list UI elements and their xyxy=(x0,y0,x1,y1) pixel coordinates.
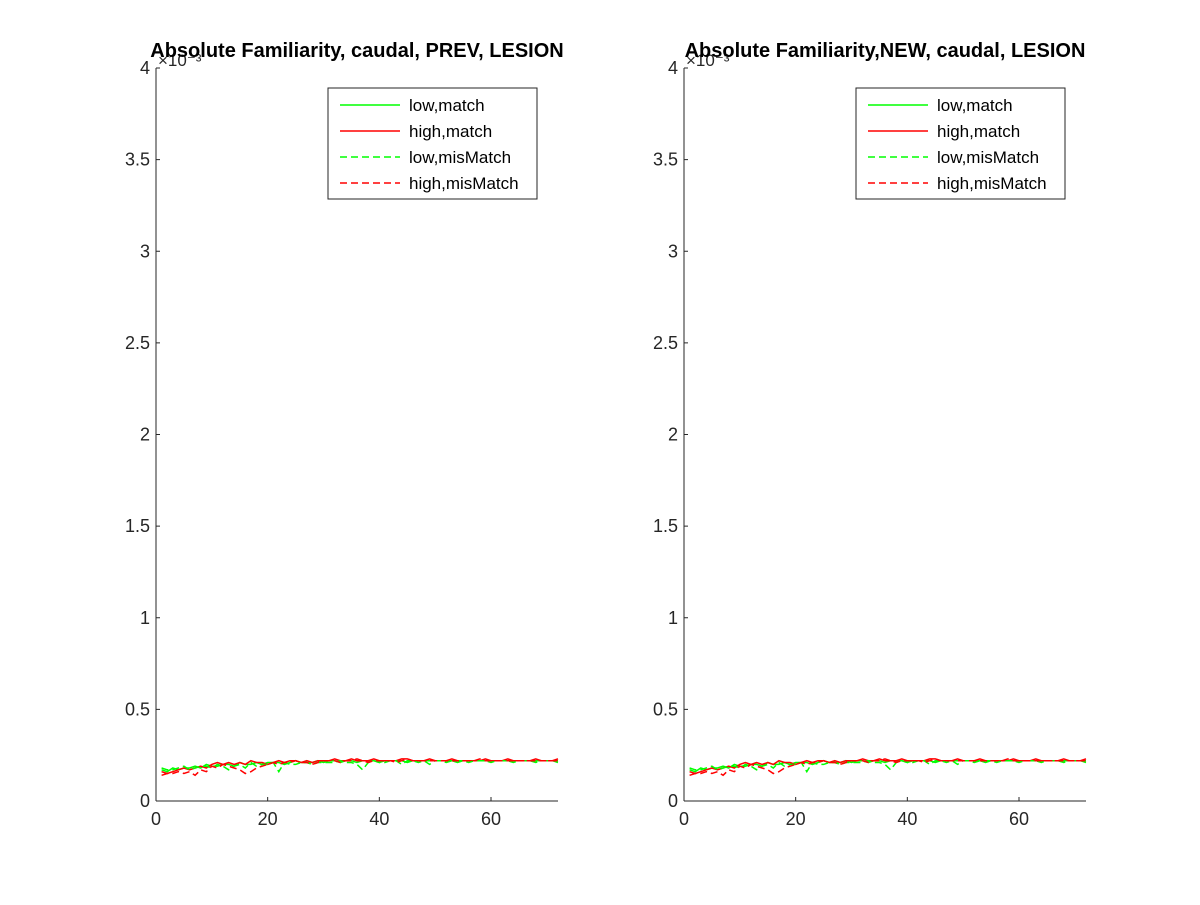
chart-title: Absolute Familiarity,NEW, caudal, LESION xyxy=(685,40,1086,62)
y-tick-label: 2 xyxy=(140,425,150,445)
y-exponent-label: ×10⁻³ xyxy=(686,51,730,70)
y-tick-label: 1 xyxy=(140,608,150,628)
y-exponent-label: ×10⁻³ xyxy=(158,51,202,70)
legend-label: low,misMatch xyxy=(937,148,1039,167)
series-line-high-match xyxy=(689,758,1087,777)
x-tick-label: 40 xyxy=(897,809,917,829)
x-tick-label: 20 xyxy=(258,809,278,829)
y-tick-label: 3.5 xyxy=(125,150,150,170)
y-tick-label: 4 xyxy=(668,58,678,78)
y-tick-label: 2 xyxy=(668,425,678,445)
y-tick-label: 2.5 xyxy=(653,333,678,353)
x-tick-label: 20 xyxy=(786,809,806,829)
series-line-high-mismatch xyxy=(161,758,558,777)
y-tick-label: 1.5 xyxy=(653,516,678,536)
legend-label: high,match xyxy=(409,122,492,141)
series-line-high-mismatch xyxy=(689,758,1086,777)
y-tick-label: 3.5 xyxy=(653,150,678,170)
y-tick-label: 0 xyxy=(668,791,678,811)
legend-label: low,misMatch xyxy=(409,148,511,167)
y-tick-label: 1 xyxy=(668,608,678,628)
x-tick-label: 60 xyxy=(481,809,501,829)
x-tick-label: 40 xyxy=(369,809,389,829)
legend-box xyxy=(327,87,538,200)
series-line-low-mismatch xyxy=(689,759,1087,774)
legend-box xyxy=(855,87,1066,200)
legend-label: low,match xyxy=(937,96,1013,115)
y-tick-label: 3 xyxy=(668,241,678,261)
legend-label: high,misMatch xyxy=(409,174,519,193)
y-tick-label: 0.5 xyxy=(125,699,150,719)
y-tick-label: 3 xyxy=(140,241,150,261)
y-tick-label: 0.5 xyxy=(653,699,678,719)
y-tick-label: 1.5 xyxy=(125,516,150,536)
x-tick-label: 0 xyxy=(151,809,161,829)
x-tick-label: 60 xyxy=(1009,809,1029,829)
legend-label: high,match xyxy=(937,122,1020,141)
x-tick-label: 0 xyxy=(679,809,689,829)
series-line-low-mismatch xyxy=(161,759,559,774)
chart-title: Absolute Familiarity, caudal, PREV, LESI… xyxy=(150,40,563,62)
y-tick-label: 2.5 xyxy=(125,333,150,353)
y-tick-label: 4 xyxy=(140,58,150,78)
legend-label: low,match xyxy=(409,96,485,115)
y-tick-label: 0 xyxy=(140,791,150,811)
legend: low,match high,match low,misMatch high,misM… xyxy=(327,87,538,200)
series-line-high-match xyxy=(161,758,559,777)
legend-label: high,misMatch xyxy=(937,174,1047,193)
legend: low,match high,match low,misMatch high,misM… xyxy=(855,87,1066,200)
